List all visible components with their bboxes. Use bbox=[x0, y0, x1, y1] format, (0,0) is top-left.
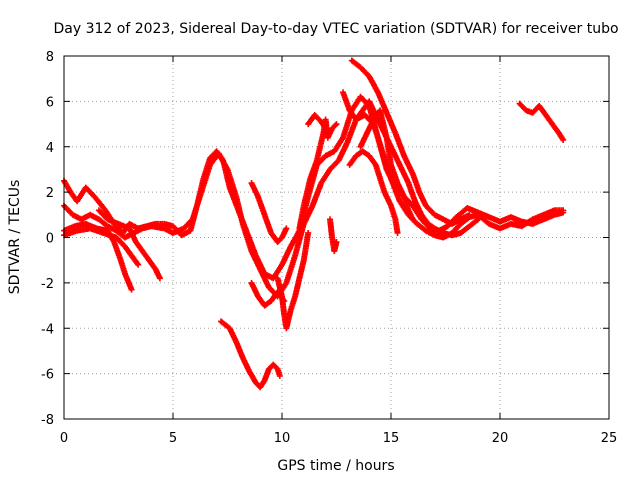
series-track-b bbox=[61, 112, 567, 300]
y-tick-label: 2 bbox=[46, 186, 54, 201]
series-track-q bbox=[516, 100, 567, 143]
y-tick-label: 6 bbox=[46, 95, 54, 110]
data-series bbox=[61, 57, 567, 391]
x-tick-label: 0 bbox=[60, 431, 68, 446]
series-track-d bbox=[95, 207, 163, 282]
x-tick-label: 10 bbox=[274, 431, 291, 446]
series-track-i bbox=[248, 279, 288, 309]
x-tick-label: 15 bbox=[383, 431, 400, 446]
chart-title: Day 312 of 2023, Sidereal Day-to-day VTE… bbox=[53, 21, 618, 37]
series-track-a bbox=[61, 93, 567, 282]
series-track-m bbox=[348, 57, 473, 227]
y-tick-label: -6 bbox=[41, 368, 54, 383]
series-track-o bbox=[346, 148, 401, 236]
y-tick-label: -8 bbox=[41, 413, 54, 428]
x-tick-label: 25 bbox=[601, 431, 618, 446]
x-axis-label: GPS time / hours bbox=[277, 458, 394, 474]
x-tick-label: 5 bbox=[169, 431, 177, 446]
series-track-g bbox=[248, 180, 290, 245]
x-tick-label: 20 bbox=[492, 431, 509, 446]
y-tick-label: 0 bbox=[46, 232, 54, 247]
y-tick-label: -4 bbox=[41, 322, 54, 337]
axis-ticks: 0 5 10 15 20 25 -8 -6 -4 -2 0 2 4 6 8 bbox=[41, 50, 617, 446]
y-tick-label: 4 bbox=[46, 141, 54, 156]
y-tick-label: 8 bbox=[46, 50, 54, 65]
y-tick-label: -2 bbox=[41, 277, 54, 292]
y-axis-label: SDTVAR / TECUs bbox=[7, 180, 23, 295]
series-track-f bbox=[218, 318, 283, 391]
series-track-k bbox=[327, 216, 340, 255]
series-track-j bbox=[296, 116, 340, 232]
series-track-n bbox=[357, 107, 416, 223]
series-track-p bbox=[305, 112, 329, 132]
